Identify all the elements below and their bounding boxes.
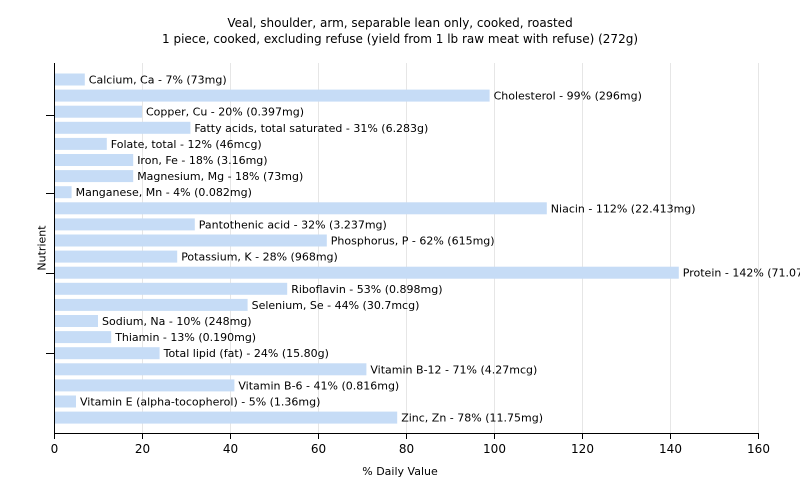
bar-label: Selenium, Se - 44% (30.7mcg) (252, 299, 420, 312)
chart-title: Veal, shoulder, arm, separable lean only… (227, 16, 573, 30)
x-tick-label: 60 (311, 442, 326, 456)
bar-label: Pantothenic acid - 32% (3.237mg) (199, 218, 387, 231)
bar-label: Folate, total - 12% (46mcg) (111, 138, 262, 151)
bar-label: Iron, Fe - 18% (3.16mg) (137, 154, 267, 167)
bar (55, 266, 679, 279)
bar (55, 411, 398, 424)
bar-label: Vitamin E (alpha-tocopherol) - 5% (1.36m… (80, 396, 320, 409)
x-axis-label: % Daily Value (362, 465, 438, 478)
x-tick-label: 40 (223, 442, 238, 456)
chart-subtitle: 1 piece, cooked, excluding refuse (yield… (162, 32, 638, 46)
x-tick-label: 100 (483, 442, 506, 456)
y-axis-label: Nutrient (35, 225, 49, 271)
x-tick-label: 140 (659, 442, 682, 456)
bar-label: Sodium, Na - 10% (248mg) (102, 315, 252, 328)
bar-label: Copper, Cu - 20% (0.397mg) (146, 106, 304, 119)
bar (55, 347, 160, 360)
bar (55, 202, 547, 215)
bar-label: Fatty acids, total saturated - 31% (6.28… (194, 122, 428, 135)
bar-label: Niacin - 112% (22.413mg) (551, 202, 696, 215)
bar (55, 170, 134, 183)
bar-label: Calcium, Ca - 7% (73mg) (89, 74, 227, 87)
bar (55, 315, 98, 327)
bar (55, 282, 288, 295)
bar (55, 121, 191, 134)
bar (55, 363, 367, 376)
bar-label: Vitamin B-12 - 71% (4.27mcg) (370, 363, 537, 376)
x-tick-label: 0 (51, 442, 59, 456)
bar (55, 298, 248, 311)
bar (55, 379, 235, 392)
bar-label: Riboflavin - 53% (0.898mg) (291, 283, 442, 296)
bar (55, 234, 327, 247)
bar (55, 250, 178, 263)
bar (55, 89, 490, 102)
bar (55, 186, 72, 199)
bar (55, 395, 76, 408)
bar (55, 331, 112, 344)
bar (55, 218, 195, 231)
x-tick-label: 80 (399, 442, 414, 456)
bar-label: Zinc, Zn - 78% (11.75mg) (401, 412, 543, 425)
bar-label: Vitamin B-6 - 41% (0.816mg) (238, 379, 399, 392)
bar (55, 154, 134, 166)
bar-label: Thiamin - 13% (0.190mg) (114, 331, 256, 344)
x-tick-label: 20 (135, 442, 150, 456)
x-tick-label: 120 (571, 442, 594, 456)
bar-label: Phosphorus, P - 62% (615mg) (331, 235, 495, 248)
bar (55, 73, 85, 86)
bar-label: Cholesterol - 99% (296mg) (494, 90, 642, 103)
bar-label: Magnesium, Mg - 18% (73mg) (137, 170, 303, 183)
bar-label: Potassium, K - 28% (968mg) (181, 251, 338, 264)
bar-label: Manganese, Mn - 4% (0.082mg) (76, 186, 252, 199)
x-tick-label: 160 (747, 442, 770, 456)
bar-label: Protein - 142% (71.07g) (683, 267, 800, 280)
bar (55, 137, 107, 150)
bar-label: Total lipid (fat) - 24% (15.80g) (163, 347, 329, 360)
bar (55, 105, 142, 118)
